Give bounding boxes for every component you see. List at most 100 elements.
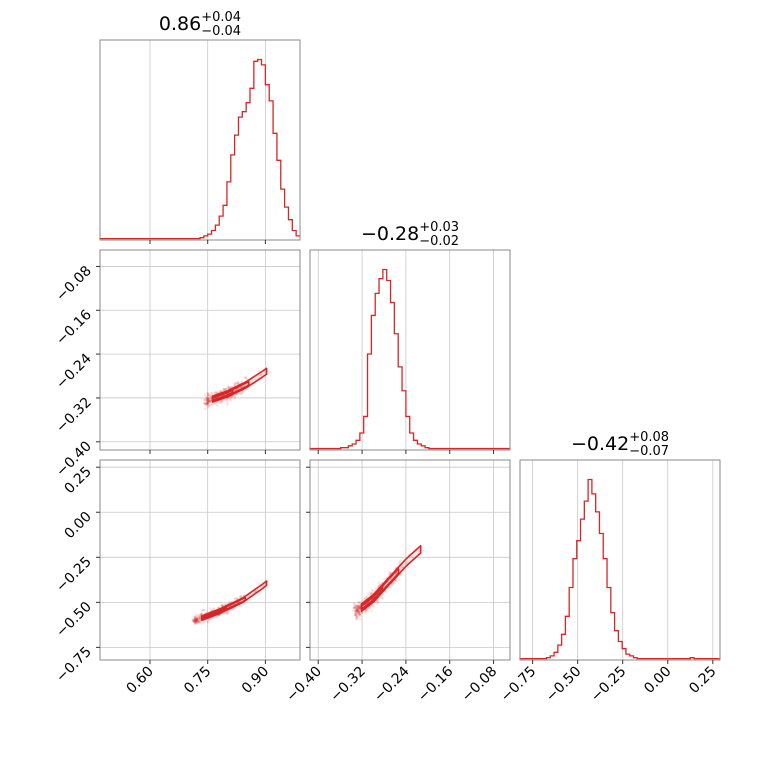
sample-point bbox=[377, 581, 381, 584]
sample-point bbox=[230, 608, 234, 611]
sample-point bbox=[206, 401, 210, 405]
sample-point bbox=[206, 402, 210, 406]
sample-point bbox=[206, 406, 209, 409]
sample-point bbox=[353, 603, 356, 606]
sample-point bbox=[355, 610, 359, 613]
x-tick-label: −0.25 bbox=[588, 664, 630, 706]
y-tick-label: −0.08 bbox=[53, 263, 95, 305]
sample-point bbox=[206, 396, 210, 400]
sample-point bbox=[358, 611, 362, 615]
sample-point bbox=[249, 598, 252, 602]
sample-point bbox=[197, 617, 201, 621]
x-tick-label: 0.75 bbox=[181, 664, 214, 697]
title-median: 0.86 bbox=[159, 13, 201, 35]
sample-point bbox=[194, 619, 198, 623]
histogram-step-line bbox=[99, 58, 300, 240]
panel-frame bbox=[99, 459, 301, 661]
y-tick-label: −0.75 bbox=[53, 644, 95, 686]
x-tick-label: 0.90 bbox=[239, 664, 272, 697]
sample-point bbox=[206, 400, 210, 404]
sample-point bbox=[258, 582, 261, 586]
panel-frame bbox=[99, 39, 301, 241]
sample-point bbox=[197, 619, 200, 623]
sample-point bbox=[370, 592, 373, 595]
sample-point bbox=[422, 549, 425, 553]
sample-point bbox=[213, 402, 216, 405]
sample-point bbox=[391, 582, 394, 586]
title-lower-error: −0.07 bbox=[629, 444, 669, 459]
sample-point bbox=[198, 615, 202, 618]
sample-point bbox=[368, 606, 372, 610]
title-lower-error: −0.02 bbox=[419, 234, 459, 249]
sample-point bbox=[196, 621, 199, 625]
sample-point bbox=[233, 394, 236, 398]
sample-point bbox=[197, 614, 201, 618]
sample-point bbox=[205, 400, 209, 404]
marginal-title: 0.86+0.04 bbox=[159, 10, 241, 35]
sample-point bbox=[374, 586, 378, 590]
sample-point bbox=[357, 614, 361, 617]
sample-point bbox=[214, 391, 217, 395]
sample-point bbox=[200, 612, 204, 615]
sample-point bbox=[356, 607, 360, 611]
histogram-step-line bbox=[309, 268, 510, 450]
sample-point bbox=[372, 605, 375, 608]
sample-point bbox=[398, 578, 401, 581]
sample-point bbox=[356, 608, 360, 612]
sample-point bbox=[357, 610, 361, 614]
sample-point bbox=[195, 618, 198, 621]
sample-point bbox=[195, 621, 199, 624]
sample-point bbox=[205, 402, 209, 406]
sample-point bbox=[225, 611, 229, 615]
sample-point bbox=[388, 572, 391, 576]
sample-point bbox=[205, 396, 209, 399]
sample-point bbox=[193, 618, 197, 622]
sample-point bbox=[208, 400, 212, 403]
sample-point bbox=[193, 622, 197, 626]
x-tick-label: −0.50 bbox=[543, 664, 585, 706]
density-contour bbox=[360, 586, 383, 610]
sample-point bbox=[205, 396, 208, 399]
sample-point bbox=[358, 606, 361, 609]
sample-point bbox=[356, 611, 359, 614]
sample-point bbox=[354, 606, 357, 610]
sample-point bbox=[203, 608, 206, 612]
sample-point bbox=[369, 592, 373, 596]
sample-point bbox=[358, 612, 362, 615]
panel-frame bbox=[309, 459, 511, 661]
sample-point bbox=[206, 401, 210, 405]
sample-point bbox=[208, 397, 212, 400]
sample-point bbox=[203, 401, 207, 405]
sample-point bbox=[358, 607, 362, 611]
sample-point bbox=[209, 607, 212, 610]
sample-point bbox=[195, 618, 198, 622]
sample-point bbox=[365, 608, 369, 611]
sample-point bbox=[233, 396, 236, 400]
sample-point bbox=[195, 621, 199, 625]
sample-point bbox=[194, 620, 197, 624]
sample-point bbox=[195, 619, 199, 623]
sample-point bbox=[195, 618, 199, 622]
sample-point bbox=[207, 397, 211, 400]
sample-point bbox=[192, 619, 196, 623]
sample-point bbox=[206, 393, 210, 396]
sample-point bbox=[399, 559, 402, 563]
sample-point bbox=[207, 393, 210, 396]
sample-point bbox=[356, 606, 359, 610]
sample-point bbox=[353, 609, 357, 612]
sample-point bbox=[363, 598, 366, 601]
sample-point bbox=[358, 607, 361, 610]
sample-point bbox=[353, 606, 356, 609]
marginal-title: −0.28+0.03 bbox=[361, 220, 459, 245]
sample-point bbox=[211, 607, 215, 611]
sample-point bbox=[220, 604, 223, 607]
sample-point bbox=[366, 592, 370, 596]
sample-point bbox=[206, 398, 209, 401]
sample-point bbox=[357, 610, 360, 613]
sample-point bbox=[235, 597, 239, 601]
sample-point bbox=[382, 577, 386, 581]
sample-point bbox=[207, 404, 211, 408]
sample-point bbox=[370, 609, 373, 613]
sample-point bbox=[259, 373, 263, 376]
sample-point bbox=[358, 613, 361, 616]
